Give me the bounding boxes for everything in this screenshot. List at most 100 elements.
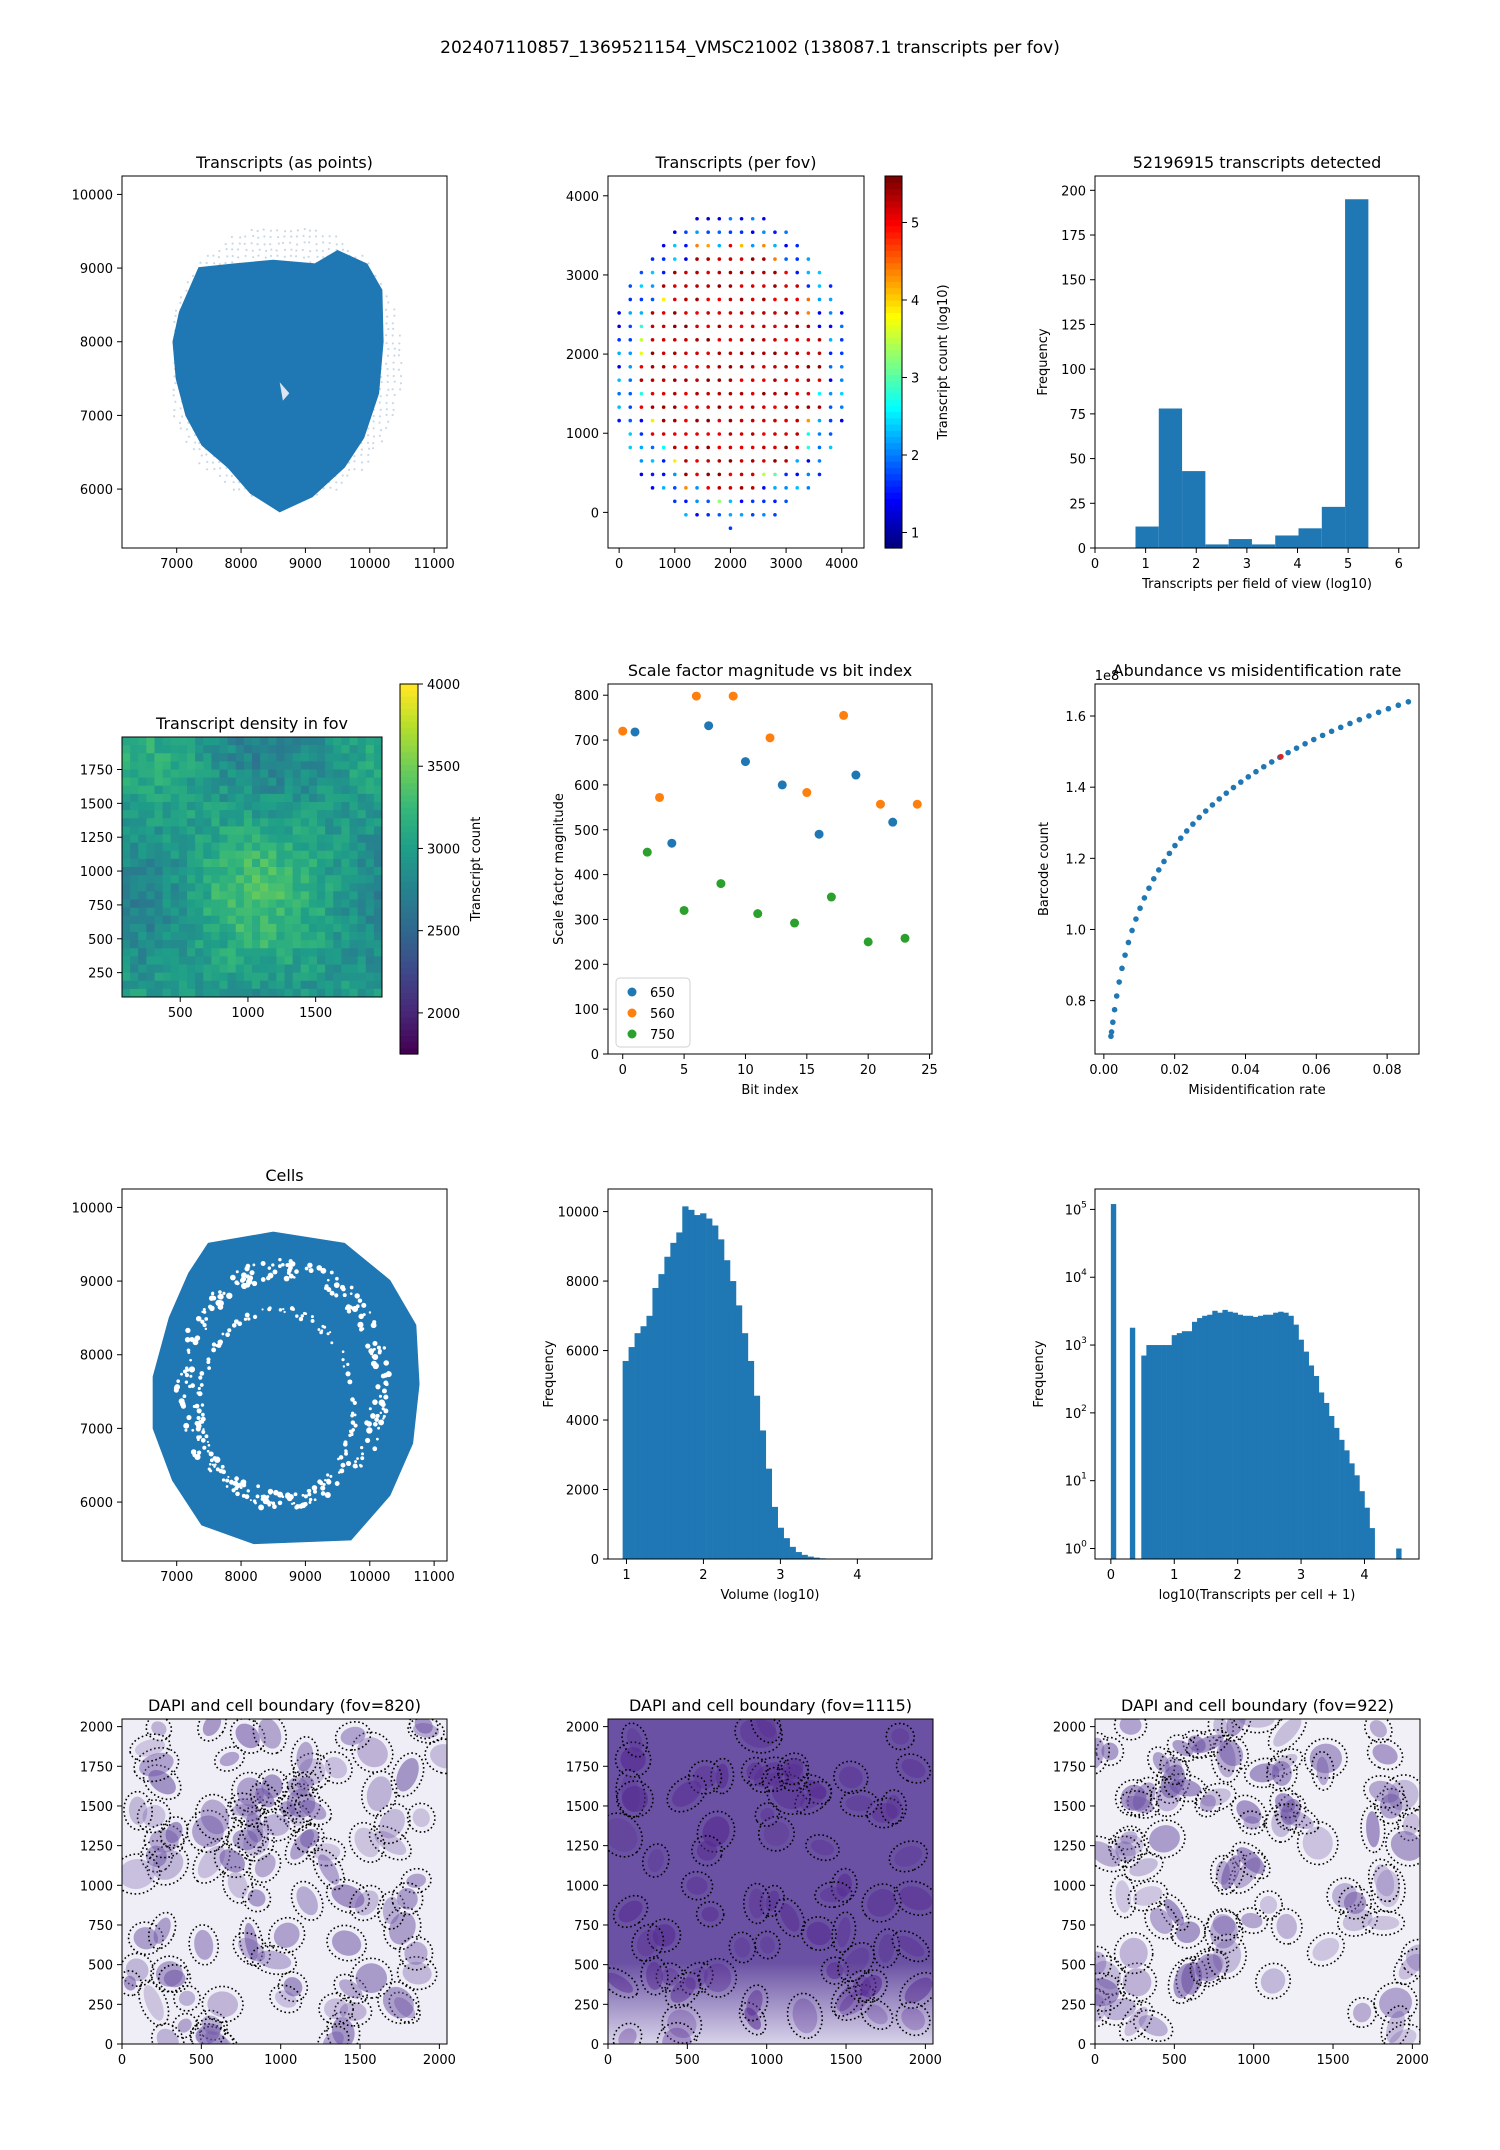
density-cell: [122, 932, 131, 941]
cell-gap: [355, 1465, 358, 1469]
fov-point: [817, 459, 822, 463]
cell-boundary: [738, 2001, 767, 2036]
density-cell: [154, 810, 164, 819]
density-cell: [170, 785, 180, 795]
colorbar-swatch: [400, 980, 418, 987]
fov-background-point: [387, 301, 390, 304]
fov-background-point: [386, 315, 389, 318]
density-cell: [252, 972, 261, 982]
cell-gap: [231, 1488, 236, 1493]
density-cell: [260, 858, 269, 868]
cell-boundary: [294, 1794, 333, 1826]
cell-gap: [345, 1460, 352, 1466]
colorbar-swatch: [885, 405, 902, 413]
density-cell: [260, 875, 269, 884]
cell-boundary: [186, 1809, 230, 1853]
density-cell: [268, 834, 277, 844]
cell-gap: [182, 1394, 187, 1399]
density-cell: [195, 899, 204, 909]
cell-gap: [221, 1332, 225, 1336]
density-cell: [260, 980, 269, 990]
nucleus: [1122, 1968, 1152, 1997]
cell-gap: [378, 1394, 383, 1398]
nucleus: [192, 1815, 224, 1848]
fov-point: [695, 338, 699, 342]
density-cell: [227, 972, 237, 982]
fov-point: [672, 378, 677, 383]
density-cell: [365, 883, 375, 892]
fov-point: [750, 499, 755, 504]
cell-gap: [207, 1366, 211, 1370]
density-cell: [203, 842, 212, 852]
y-tick-label: 0: [105, 2038, 113, 2053]
density-cell: [235, 834, 245, 844]
density-cell: [300, 883, 310, 892]
fov-point: [806, 284, 811, 288]
cell-gap: [329, 1270, 334, 1275]
cell-gap: [197, 1420, 203, 1425]
cell-boundary: [872, 1928, 901, 1969]
fov-point: [695, 418, 699, 423]
nucleus: [354, 1890, 379, 1916]
cell-gap: [196, 1415, 201, 1421]
cell-gap: [256, 1484, 261, 1489]
cell-gap: [196, 1424, 200, 1429]
barcode-point: [1177, 835, 1184, 841]
density-cell: [219, 810, 229, 819]
histogram-bar: [1205, 544, 1229, 548]
colorbar-frame: [399, 683, 419, 1055]
cell-gap: [221, 1478, 226, 1482]
cell-gap: [260, 1494, 264, 1498]
histogram-bar: [735, 1305, 743, 1559]
density-cell: [235, 972, 245, 982]
nucleus: [1124, 2006, 1148, 2037]
fov-point: [695, 230, 699, 234]
nucleus: [715, 1763, 729, 1789]
density-cell: [235, 923, 245, 933]
density-cell: [325, 745, 334, 754]
density-cell: [146, 980, 155, 990]
density-cell: [146, 940, 155, 949]
density-cell: [341, 842, 350, 852]
fov-background-point: [385, 342, 388, 345]
barcode-point: [1129, 927, 1135, 934]
density-cell: [252, 769, 261, 779]
barcode-point: [1337, 724, 1344, 731]
fov-background-point: [346, 474, 349, 477]
density-cell: [130, 907, 139, 917]
density-cell: [195, 810, 204, 819]
histogram-bar: [1339, 1439, 1345, 1559]
y-tick-label: 250: [574, 1998, 599, 2013]
cell-gap: [208, 1295, 215, 1301]
density-cell: [365, 980, 375, 990]
cell-boundary: [391, 1882, 424, 1916]
density-cell: [154, 834, 164, 844]
density-cell: [170, 932, 180, 941]
density-cell: [333, 867, 342, 876]
cell-gap: [244, 1494, 250, 1500]
density-cell: [365, 972, 375, 982]
transcripts-per-cell-plot: [1110, 1204, 1402, 1559]
barcode-point: [1111, 1006, 1118, 1013]
fov-point: [750, 243, 755, 248]
density-cell: [178, 899, 188, 909]
cell-boundary: [150, 2023, 185, 2044]
colorbar-swatch: [885, 436, 902, 444]
density-cell: [211, 907, 220, 917]
cell-boundary: [1336, 1903, 1379, 1937]
nucleus: [1120, 1831, 1138, 1845]
series-560-point: [839, 710, 849, 720]
fov-point: [784, 391, 788, 396]
density-cell: [333, 753, 342, 762]
fov-background-point: [243, 242, 246, 245]
fov-point: [795, 284, 800, 288]
density-cell: [122, 923, 131, 933]
y-tick-label: 250: [88, 1998, 113, 2013]
fov-background-point: [269, 229, 273, 232]
density-cell: [373, 980, 383, 990]
fov-point: [628, 391, 633, 396]
cell-gap: [368, 1348, 375, 1355]
density-cell: [138, 907, 147, 917]
density-cell: [170, 883, 180, 892]
cell-boundary: [854, 1969, 888, 2004]
